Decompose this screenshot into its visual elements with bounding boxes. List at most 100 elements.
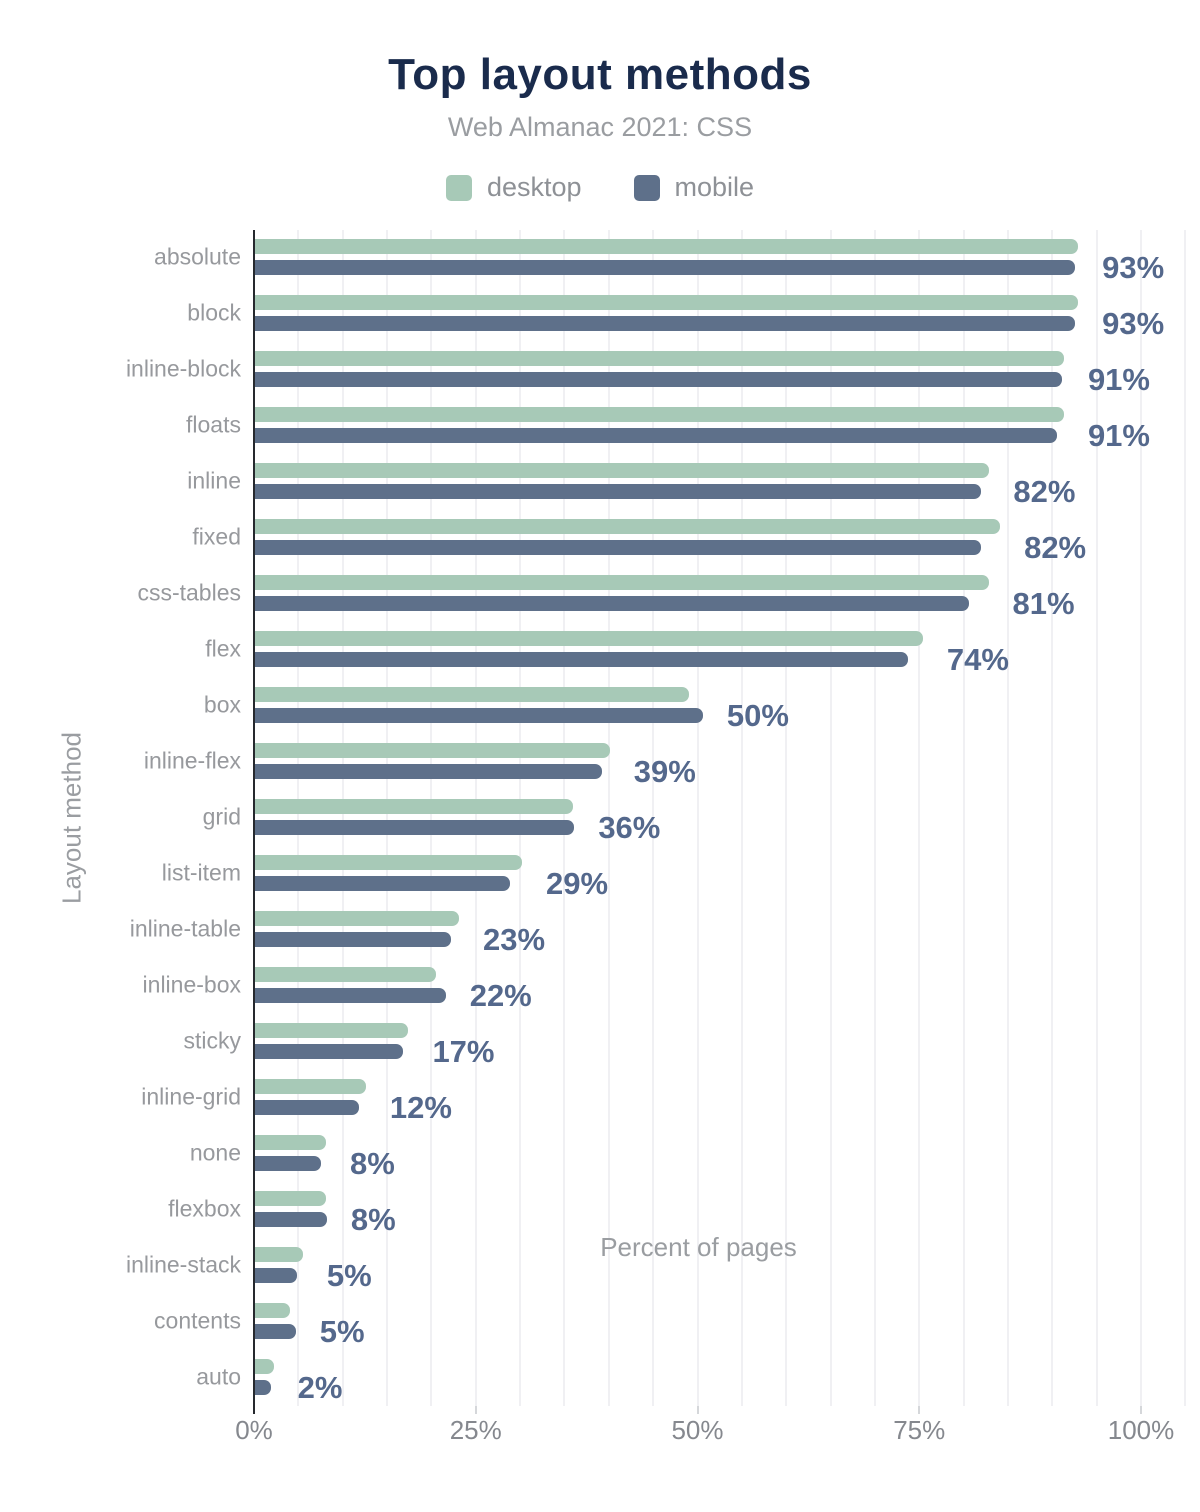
bar-group-inline-block: inline-block 91% [0,341,1200,397]
legend-item-desktop: desktop [445,172,582,203]
gridline [430,230,433,1406]
gridline [1051,230,1054,1406]
gridline [297,230,300,1406]
bar-group-inline: inline 82% [0,453,1200,509]
gridline [341,230,344,1406]
gridline [1184,230,1187,1406]
desktop-bar [255,631,923,646]
x-tick [253,1406,255,1414]
value-label: 23% [483,922,546,957]
desktop-bar [255,295,1079,310]
bar-group-inline-box: inline-box 22% [0,957,1200,1013]
category-label: inline-table [129,915,241,942]
value-label: 36% [598,810,661,845]
mobile-bar [255,708,703,723]
value-label: 2% [297,1370,343,1405]
bar-pair [255,1247,303,1283]
mobile-bar [255,1380,271,1395]
category-label: css-tables [137,579,241,606]
desktop-bar [255,967,436,982]
chart-title: Top layout methods [388,50,812,99]
gridline [918,230,921,1406]
bar-group-absolute: absolute 93% [0,229,1200,285]
x-tick [1140,1406,1142,1414]
x-tick [474,1406,477,1414]
desktop-bar [255,911,459,926]
x-axis-title: Percent of pages [600,1232,797,1262]
bar-pair [255,743,610,779]
value-label: 82% [1024,530,1087,565]
bar-pair [255,351,1064,387]
gridline [829,230,832,1406]
bar-pair [255,1359,274,1395]
value-label: 22% [469,978,532,1013]
gridline [1006,230,1009,1406]
desktop-bar [255,351,1064,366]
legend-item-mobile: mobile [633,172,754,203]
bar-group-none: none 8% [0,1125,1200,1181]
bar-pair [255,519,1001,555]
value-label: 50% [726,698,789,733]
x-tick [696,1406,699,1414]
mobile-bar [255,1044,404,1059]
category-label: inline-box [142,971,241,998]
chart-subtitle: Web Almanac 2021: CSS [447,112,753,142]
gridline [785,230,788,1406]
value-label: 39% [633,754,696,789]
bar-pair [255,799,575,835]
gridline [386,230,389,1406]
desktop-bar [255,1191,326,1206]
bar-pair [255,687,703,723]
value-label: 29% [545,866,609,901]
gridline [652,230,655,1406]
desktop-bar [255,1135,326,1150]
x-tick-label: 25% [449,1415,502,1445]
value-label: 12% [389,1090,452,1125]
gridline [962,230,965,1406]
desktop-bar [255,799,574,814]
desktop-bar [255,1247,303,1262]
bar-group-flex: flex 74% [0,621,1200,677]
category-label: grid [202,803,241,830]
value-label: 8% [349,1146,395,1181]
bar-pair [255,407,1064,443]
bar-group-box: box 50% [0,677,1200,733]
mobile-bar [255,540,982,555]
bar-group-css-tables: css-tables 81% [0,565,1200,621]
x-tick-label: 50% [671,1415,724,1445]
gridline [1095,230,1098,1406]
gridline [696,230,699,1406]
x-tick [918,1406,921,1414]
bar-pair [255,911,459,947]
bar-pair [255,1135,326,1171]
desktop-bar [255,407,1064,422]
category-label: inline [187,467,241,494]
mobile-bar [255,316,1075,331]
bar-group-auto: auto 2% [0,1349,1200,1405]
bar-group-sticky: sticky 17% [0,1013,1200,1069]
category-label: block [187,299,241,326]
value-label: 81% [1012,586,1075,621]
desktop-bar [255,687,689,702]
value-label: 17% [432,1034,495,1069]
bar-pair [255,855,522,891]
bar-pair [255,1023,409,1059]
desktop-bar [255,1023,409,1038]
category-label: inline-block [125,355,241,382]
category-label: flex [205,635,241,662]
value-label: 8% [350,1202,396,1237]
mobile-bar [255,1100,359,1115]
bar-group-floats: floats 91% [0,397,1200,453]
category-label: box [203,691,241,718]
bar-pair [255,1191,327,1227]
bar-group-grid: grid 36% [0,789,1200,845]
mobile-bar [255,988,446,1003]
gridline [607,230,610,1406]
x-tick-label: 0% [235,1415,273,1445]
category-label: auto [196,1363,241,1390]
bar-group-list-item: list-item 29% [0,845,1200,901]
category-label: none [189,1139,241,1166]
mobile-bar [255,764,602,779]
mobile-bar [255,1212,327,1227]
mobile-swatch-icon [633,174,660,201]
